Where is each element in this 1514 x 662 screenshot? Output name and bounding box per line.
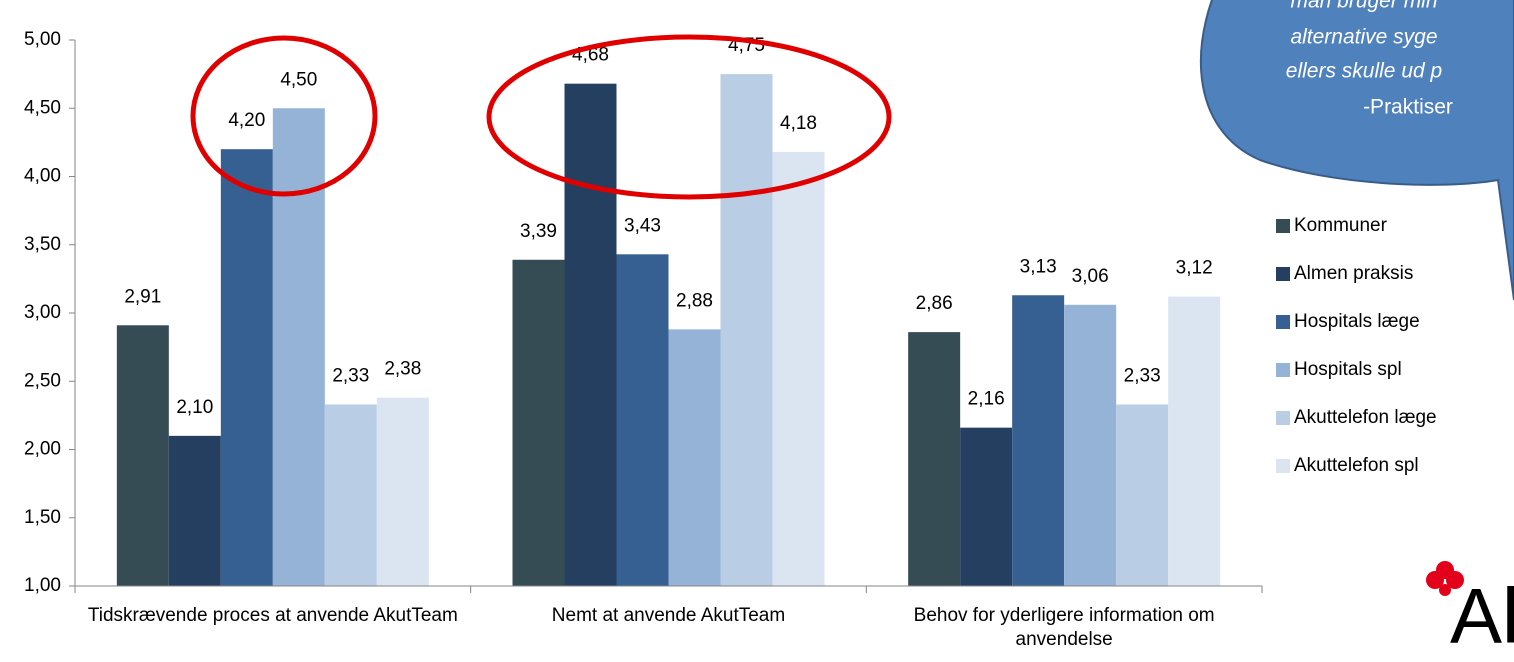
value-label: 4,18: [780, 113, 817, 134]
value-label: 3,39: [520, 221, 557, 242]
legend-label: Almen praksis: [1294, 263, 1413, 284]
bar: [324, 404, 377, 586]
value-label: 2,10: [176, 397, 213, 418]
legend-label: Hospitals læge: [1294, 311, 1420, 332]
x-tick-label: Nemt at anvende AkutTeam: [551, 605, 786, 626]
y-tick-label: 3,50: [24, 234, 61, 255]
bar: [220, 149, 273, 586]
bar: [1012, 295, 1065, 586]
value-label: 2,86: [916, 293, 953, 314]
quote-text: man bruger min: [1290, 0, 1437, 13]
y-tick-label: 2,00: [24, 439, 61, 460]
value-label: 3,12: [1176, 258, 1213, 279]
y-tick-label: 5,00: [24, 29, 61, 50]
y-tick-label: 4,00: [24, 166, 61, 187]
value-label: 3,06: [1072, 266, 1109, 287]
legend-swatch: [1276, 267, 1290, 281]
highlight-ellipse: [486, 34, 892, 200]
bar: [512, 259, 565, 586]
bar: [1168, 296, 1221, 586]
legend-label: Akuttelefon spl: [1294, 455, 1419, 476]
value-label: 2,16: [968, 389, 1005, 410]
bar: [908, 332, 961, 586]
value-label: 2,88: [676, 290, 713, 311]
quote-text: alternative syge: [1290, 26, 1437, 49]
logo-text: Ak: [1450, 572, 1514, 660]
legend-swatch: [1276, 411, 1290, 425]
quote-text: ellers skulle ud p: [1286, 60, 1442, 83]
y-tick-label: 4,50: [24, 97, 61, 118]
bar: [772, 151, 825, 586]
value-label: 2,91: [124, 286, 161, 307]
bar: [116, 325, 169, 586]
bar: [272, 108, 325, 586]
y-tick-label: 3,00: [24, 302, 61, 323]
speech-bubble: [1199, 0, 1514, 301]
bar: [960, 427, 1013, 586]
logo-flower: [1426, 561, 1464, 596]
legend-swatch: [1276, 315, 1290, 329]
bar: [668, 329, 721, 586]
x-tick-label: Tidskrævende proces at anvende AkutTeam: [87, 605, 458, 626]
legend-label: Akuttelefon læge: [1294, 407, 1437, 428]
bar: [168, 435, 221, 586]
value-label: 3,43: [624, 215, 661, 236]
value-label: 3,13: [1020, 256, 1057, 277]
y-tick-label: 1,00: [24, 575, 61, 596]
legend-swatch: [1276, 459, 1290, 473]
x-tick-label: Behov for yderligere information om anve…: [913, 605, 1215, 650]
bar: [564, 83, 617, 587]
bar: [1064, 304, 1117, 586]
bar: [376, 397, 429, 586]
value-label: 4,20: [228, 110, 265, 131]
value-label: 2,33: [332, 365, 369, 386]
legend-swatch: [1276, 363, 1290, 377]
bar: [720, 74, 773, 586]
legend-label: Hospitals spl: [1294, 359, 1402, 380]
value-label: 2,38: [384, 359, 421, 380]
quote-text: -Praktiser: [1363, 96, 1453, 119]
legend-swatch: [1276, 219, 1290, 233]
value-label: 4,50: [280, 69, 317, 90]
y-tick-label: 1,50: [24, 507, 61, 528]
y-tick-label: 2,50: [24, 370, 61, 391]
value-label: 2,33: [1124, 365, 1161, 386]
bar: [1116, 404, 1169, 586]
highlight-ellipse: [190, 35, 378, 197]
bar: [616, 254, 669, 586]
legend-label: Kommuner: [1294, 215, 1388, 236]
